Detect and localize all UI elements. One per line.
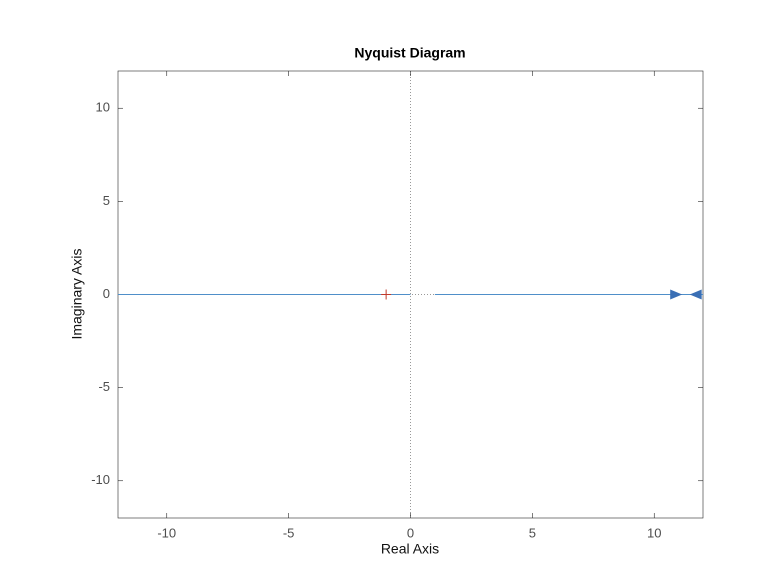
y-tick-label: -5	[98, 379, 110, 394]
x-tick-label: -5	[283, 525, 295, 540]
y-tick-label: 0	[103, 286, 110, 301]
y-axis-label: Imaginary Axis	[69, 248, 85, 339]
y-tick-label: 5	[103, 193, 110, 208]
x-axis-label: Real Axis	[381, 541, 439, 557]
y-tick-label: -10	[91, 472, 110, 487]
direction-arrow	[670, 289, 683, 300]
y-tick-label: 10	[96, 100, 110, 115]
x-tick-label: 0	[407, 525, 414, 540]
x-tick-label: -10	[157, 525, 176, 540]
chart-title: Nyquist Diagram	[354, 45, 465, 61]
direction-arrow	[689, 289, 702, 300]
x-tick-label: 10	[647, 525, 661, 540]
critical-point	[381, 289, 392, 300]
x-tick-label: 5	[529, 525, 536, 540]
